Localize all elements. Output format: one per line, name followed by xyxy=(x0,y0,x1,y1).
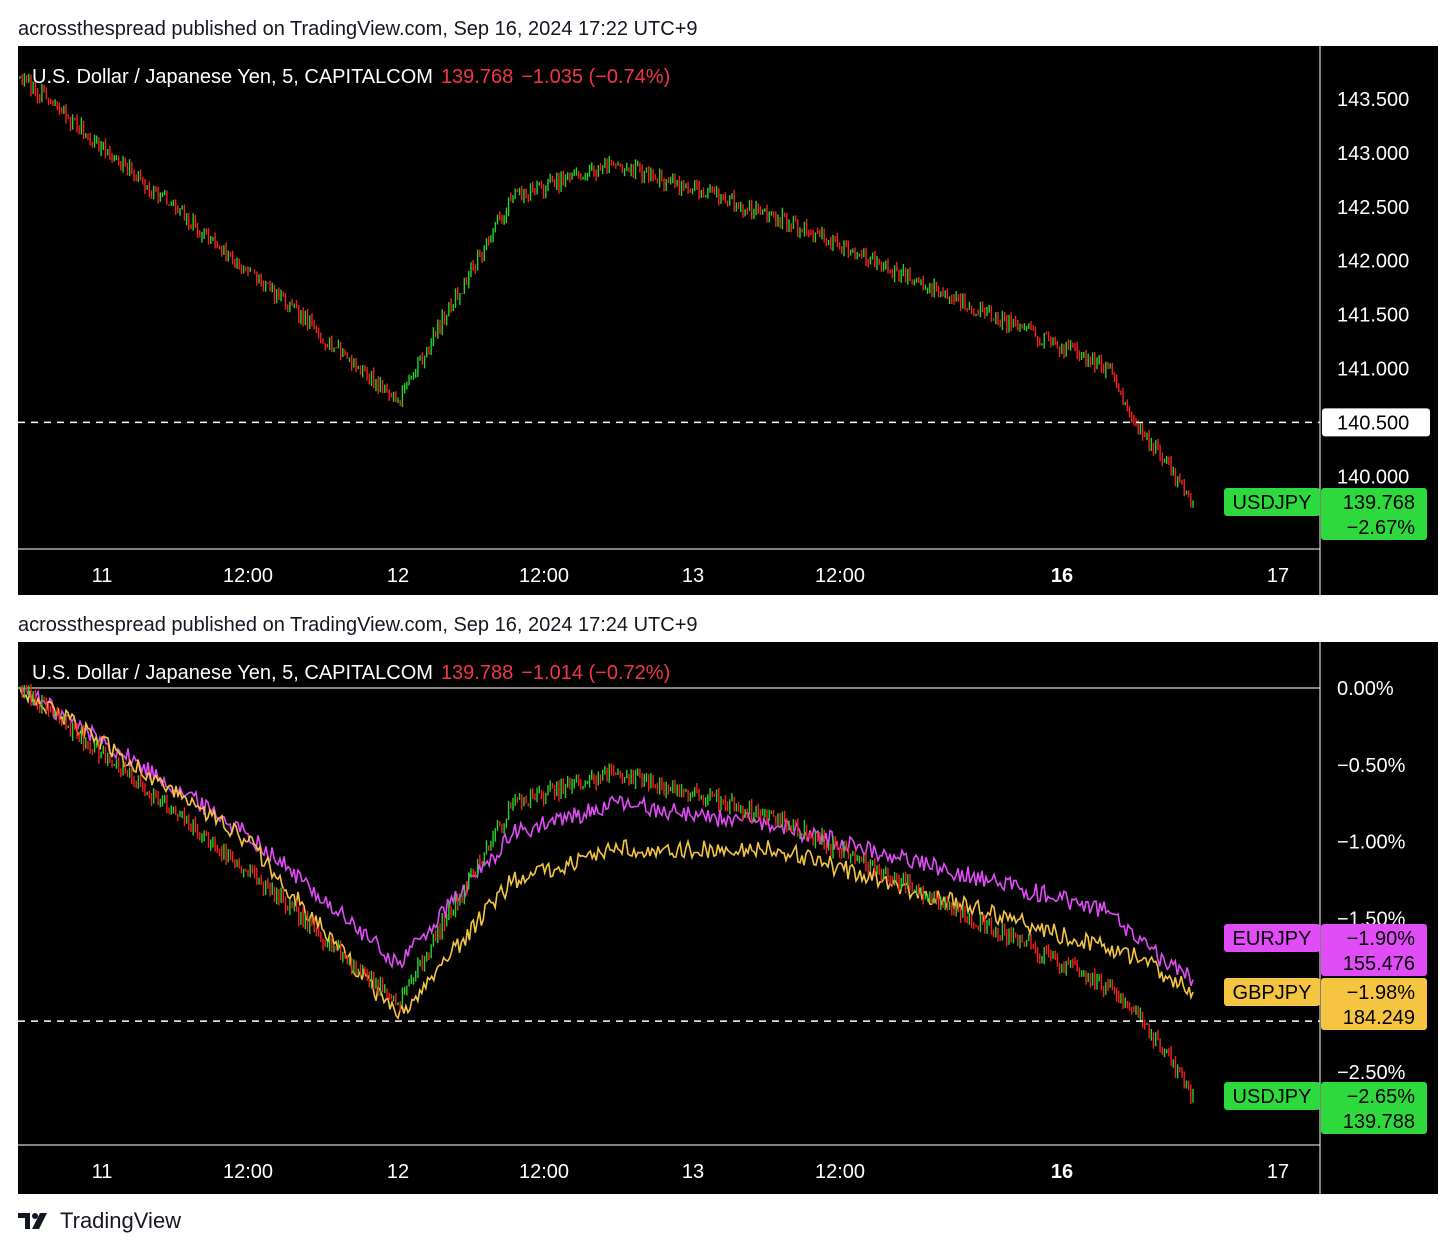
y-tick-label: −2.50% xyxy=(1337,1062,1406,1084)
x-tick-label: 13 xyxy=(682,1161,704,1183)
usdjpy-tag-name: USDJPY xyxy=(1233,1086,1312,1108)
y-tick-label: 142.500 xyxy=(1337,197,1409,219)
gbpjpy-tag-pct: −1.98% xyxy=(1347,982,1416,1004)
y-tick-label: 0.00% xyxy=(1337,678,1394,700)
comparison-chart-panel[interactable]: 11 12:00 12 12:00 13 12:00 16 17 0.00% −0.50% −1.0… xyxy=(18,642,1438,1194)
x-tick-label: 17 xyxy=(1267,565,1289,587)
y-tick-label: 141.500 xyxy=(1337,305,1409,327)
usdjpy-tag-value-box xyxy=(1321,488,1427,540)
usdjpy-tag-value-box xyxy=(1321,1082,1427,1134)
x-tick-label: 12:00 xyxy=(815,1161,865,1183)
x-tick-label: 12 xyxy=(387,565,409,587)
legend-price: 139.788 xyxy=(440,662,514,684)
x-tick-label: 16 xyxy=(1051,565,1073,587)
x-tick-label: 12:00 xyxy=(223,1161,273,1183)
x-tick-label: 12:00 xyxy=(519,565,569,587)
gbpjpy-tag-value: 184.249 xyxy=(1343,1007,1415,1029)
y-tick-label: 142.000 xyxy=(1337,251,1409,273)
usdjpy-tag-pct: −2.65% xyxy=(1347,1086,1416,1108)
x-tick-label: 12:00 xyxy=(223,565,273,587)
legend-price: 139.768 xyxy=(440,66,514,88)
x-tick-label: 11 xyxy=(92,1161,113,1183)
published-caption-bottom: acrossthespread published on TradingView… xyxy=(18,614,698,636)
tradingview-logo-icon xyxy=(18,1213,47,1229)
eurjpy-tag-value-box xyxy=(1321,924,1427,976)
gbpjpy-tag-value-box xyxy=(1321,978,1427,1030)
eurjpy-line xyxy=(19,687,1194,987)
y-tick-label: −1.00% xyxy=(1337,832,1406,854)
gbpjpy-tag-name: GBPJPY xyxy=(1233,982,1312,1004)
tradingview-footer[interactable]: TradingView xyxy=(18,1208,181,1234)
usdjpy-tag-name: USDJPY xyxy=(1233,492,1312,514)
usdjpy-tag-pct: −2.67% xyxy=(1347,517,1416,539)
usdjpy-tag-value: 139.788 xyxy=(1343,1111,1415,1133)
legend-symbol: U.S. Dollar / Japanese Yen, 5, CAPITALCO… xyxy=(32,662,433,684)
chart-legend-bottom: U.S. Dollar / Japanese Yen, 5, CAPITALCO… xyxy=(32,662,670,685)
tradingview-brand: TradingView xyxy=(60,1208,182,1233)
crosshair-value-box xyxy=(1322,408,1430,437)
gbpjpy-tag-name-box xyxy=(1224,978,1320,1006)
price-chart-panel[interactable]: 11 12:00 12 12:00 13 12:00 16 17 143.500 143.000 1… xyxy=(18,46,1438,595)
eurjpy-tag-value: 155.476 xyxy=(1343,953,1415,975)
x-tick-label: 12:00 xyxy=(519,1161,569,1183)
eurjpy-tag-pct: −1.90% xyxy=(1347,928,1416,950)
chart-legend-top: U.S. Dollar / Japanese Yen, 5, CAPITALCO… xyxy=(32,66,670,89)
legend-symbol: U.S. Dollar / Japanese Yen, 5, CAPITALCO… xyxy=(32,66,433,88)
legend-change: −1.035 (−0.74%) xyxy=(521,66,671,88)
eurjpy-tag-name-box xyxy=(1224,924,1320,952)
gbpjpy-line xyxy=(19,687,1194,1020)
y-tick-label: 140.000 xyxy=(1337,466,1409,488)
y-tick-label: −0.50% xyxy=(1337,755,1406,777)
y-tick-label: 143.500 xyxy=(1337,89,1409,111)
usdjpy-tag-name-box xyxy=(1224,488,1320,516)
published-caption-top: acrossthespread published on TradingView… xyxy=(18,18,698,40)
crosshair-value: 140.500 xyxy=(1337,412,1409,434)
x-tick-label: 12 xyxy=(387,1161,409,1183)
price-chart[interactable]: 11 12:00 12 12:00 13 12:00 16 17 143.500 143.000 1… xyxy=(18,46,1438,595)
x-tick-label: 13 xyxy=(682,565,704,587)
x-tick-label: 16 xyxy=(1051,1161,1073,1183)
y-tick-label: 143.000 xyxy=(1337,143,1409,165)
usdjpy-tag-name-box xyxy=(1224,1082,1320,1110)
comparison-chart[interactable]: 11 12:00 12 12:00 13 12:00 16 17 0.00% −0.50% −1.0… xyxy=(18,642,1438,1194)
x-tick-label: 17 xyxy=(1267,1161,1289,1183)
x-tick-label: 11 xyxy=(92,565,113,587)
y-tick-label: 141.000 xyxy=(1337,359,1409,381)
x-tick-label: 12:00 xyxy=(815,565,865,587)
usdjpy-tag-value: 139.768 xyxy=(1343,492,1415,514)
legend-change: −1.014 (−0.72%) xyxy=(521,662,671,684)
eurjpy-tag-name: EURJPY xyxy=(1233,928,1312,950)
